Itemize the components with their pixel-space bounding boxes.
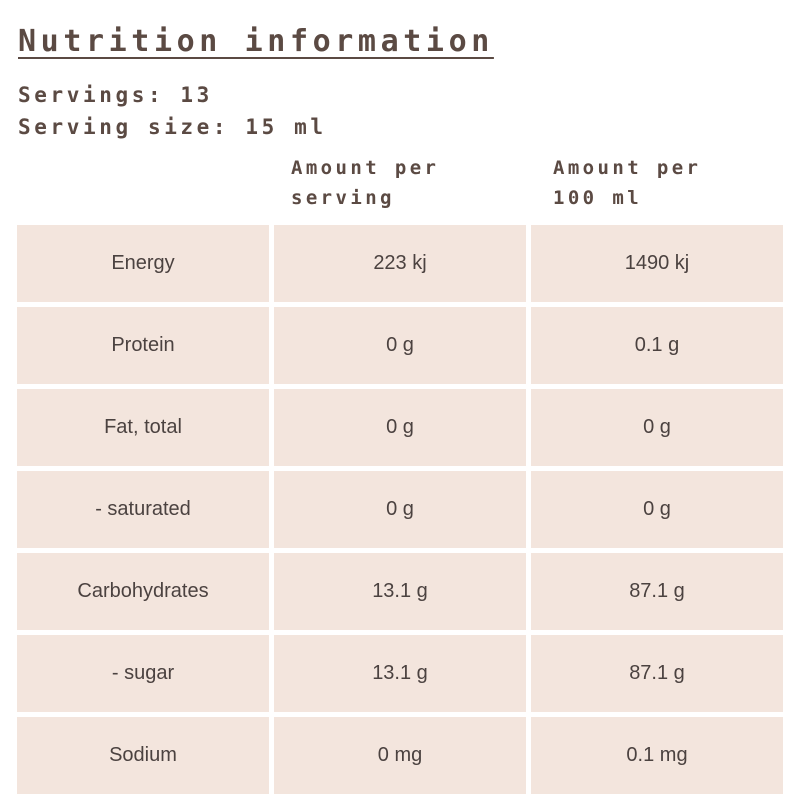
amount-per-serving: 13.1 g [274, 553, 526, 630]
table-row-protein: Protein 0 g 0.1 g [17, 307, 783, 384]
column-header-per-serving: Amount per serving [291, 153, 439, 213]
nutrient-name: Energy [17, 225, 269, 302]
amount-per-100ml: 0 g [531, 471, 783, 548]
table-row-carbohydrates: Carbohydrates 13.1 g 87.1 g [17, 553, 783, 630]
amount-per-serving: 0 g [274, 307, 526, 384]
nutrient-name: Carbohydrates [17, 553, 269, 630]
page-title: Nutrition information [18, 24, 494, 59]
amount-per-100ml: 0.1 g [531, 307, 783, 384]
nutrient-name: - saturated [17, 471, 269, 548]
column-header-per-serving-line2: serving [291, 187, 395, 209]
amount-per-100ml: 0.1 mg [531, 717, 783, 794]
servings-text: Servings: 13 [18, 83, 213, 107]
amount-per-serving: 223 kj [274, 225, 526, 302]
nutrient-name: - sugar [17, 635, 269, 712]
amount-per-100ml: 87.1 g [531, 553, 783, 630]
serving-size-text: Serving size: 15 ml [18, 115, 327, 139]
amount-per-100ml: 0 g [531, 389, 783, 466]
nutrition-table: Energy 223 kj 1490 kj Protein 0 g 0.1 g … [17, 225, 783, 799]
table-row-fat-total: Fat, total 0 g 0 g [17, 389, 783, 466]
amount-per-100ml: 87.1 g [531, 635, 783, 712]
amount-per-100ml: 1490 kj [531, 225, 783, 302]
column-header-per-serving-line1: Amount per [291, 157, 440, 179]
column-header-per-100ml-line2: 100 ml [553, 187, 643, 209]
amount-per-serving: 0 mg [274, 717, 526, 794]
nutrient-name: Fat, total [17, 389, 269, 466]
nutrient-name: Protein [17, 307, 269, 384]
column-header-per-100ml: Amount per 100 ml [553, 153, 701, 213]
column-header-per-100ml-line1: Amount per [553, 157, 702, 179]
table-row-energy: Energy 223 kj 1490 kj [17, 225, 783, 302]
amount-per-serving: 0 g [274, 389, 526, 466]
amount-per-serving: 13.1 g [274, 635, 526, 712]
table-row-saturated: - saturated 0 g 0 g [17, 471, 783, 548]
table-row-sugar: - sugar 13.1 g 87.1 g [17, 635, 783, 712]
nutrient-name: Sodium [17, 717, 269, 794]
table-row-sodium: Sodium 0 mg 0.1 mg [17, 717, 783, 794]
amount-per-serving: 0 g [274, 471, 526, 548]
